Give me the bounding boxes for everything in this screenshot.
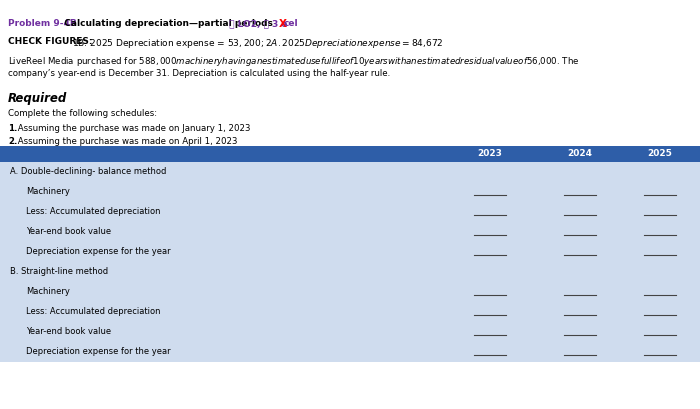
Text: CHECK FIGURES:: CHECK FIGURES:	[8, 37, 96, 46]
Text: Assuming the purchase was made on January 1, 2023: Assuming the purchase was made on Januar…	[15, 124, 251, 133]
Text: 2024: 2024	[568, 150, 592, 159]
Text: Depreciation expense for the year: Depreciation expense for the year	[26, 247, 171, 256]
Text: Required: Required	[8, 92, 67, 105]
Text: Complete the following schedules:: Complete the following schedules:	[8, 109, 157, 118]
Bar	[0, 162, 700, 362]
Text: Depreciation expense for the year: Depreciation expense for the year	[26, 348, 171, 357]
Text: 1.: 1.	[8, 124, 18, 133]
Text: X: X	[279, 19, 286, 29]
Text: 2.: 2.	[8, 137, 18, 146]
Text: A. Double-declining- balance method: A. Double-declining- balance method	[10, 168, 167, 177]
Text: LiveReel Media purchased for $588,000 machinery having an estimated useful life : LiveReel Media purchased for $588,000 ma…	[8, 55, 580, 68]
Text: Machinery: Machinery	[26, 187, 70, 196]
Text: Less: Accumulated depreciation: Less: Accumulated depreciation	[26, 207, 160, 216]
Text: cel: cel	[284, 19, 298, 28]
Text: 2023: 2023	[477, 150, 503, 159]
Text: Assuming the purchase was made on April 1, 2023: Assuming the purchase was made on April …	[15, 137, 237, 146]
Text: Ⓛ LO2, Ⓛ 3 e: Ⓛ LO2, Ⓛ 3 e	[226, 19, 288, 28]
Text: Machinery: Machinery	[26, 288, 70, 297]
Text: Calculating depreciation—partial periods: Calculating depreciation—partial periods	[58, 19, 273, 28]
Text: company’s year-end is December 31. Depreciation is calculated using the half-yea: company’s year-end is December 31. Depre…	[8, 69, 391, 78]
Text: 1B. 2025 Depreciation expense = $53,200; 2A. 2025 Depreciation expense = $84,672: 1B. 2025 Depreciation expense = $53,200;…	[73, 37, 444, 50]
Bar	[0, 146, 700, 162]
Text: Year-end book value: Year-end book value	[26, 227, 111, 236]
Text: B. Straight-line method: B. Straight-line method	[10, 267, 108, 276]
Text: 2025: 2025	[648, 150, 673, 159]
Text: Problem 9-4B: Problem 9-4B	[8, 19, 77, 28]
Text: Less: Accumulated depreciation: Less: Accumulated depreciation	[26, 308, 160, 317]
Text: Year-end book value: Year-end book value	[26, 328, 111, 337]
